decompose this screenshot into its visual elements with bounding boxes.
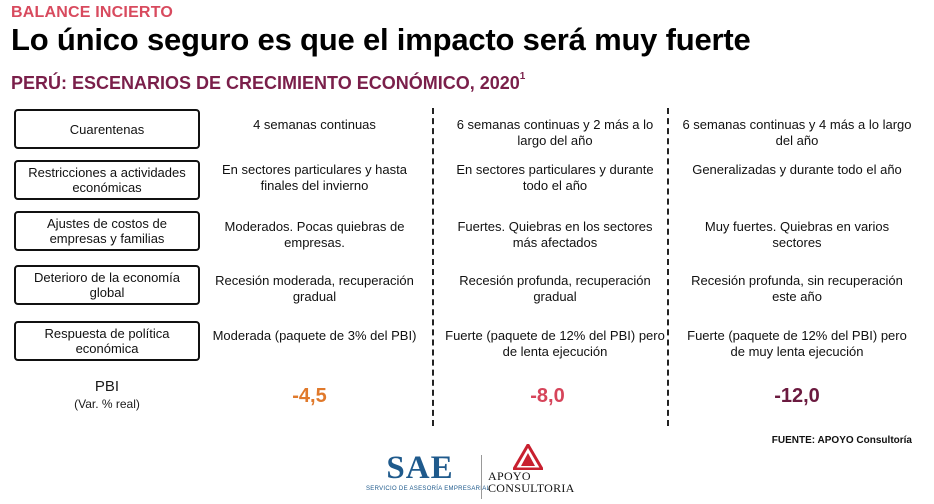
pbi-value-scenario-2: -8,0 [530, 385, 565, 407]
scenario-1-cell: 4 semanas continuas [253, 117, 376, 132]
row-label-ajustes: Ajustes de costos de empresas y familias [14, 211, 200, 251]
scenario-1-cell: Moderada (paquete de 3% del PBI) [212, 328, 417, 343]
logo-divider [481, 455, 482, 499]
scenario-1-cell: Moderados. Pocas quiebras de empresas. [224, 219, 405, 250]
pbi-sublabel: (Var. % real) [74, 397, 140, 411]
scenario-3-cell: 6 semanas continuas y 4 más a lo largo d… [682, 117, 912, 148]
scenario-3-cell: Muy fuertes. Quiebras en varios sectores [704, 219, 890, 250]
row-label-restricciones: Restricciones a actividades económicas [14, 160, 200, 200]
scenario-3-cell: Generalizadas y durante todo el año [692, 162, 902, 177]
scenario-divider [432, 108, 434, 426]
sae-logo: SAE SERVICIO DE ASESORÍA EMPRESARIAL [366, 450, 491, 493]
sae-wordmark: SAE [386, 450, 454, 486]
sae-tagline: SERVICIO DE ASESORÍA EMPRESARIAL [366, 486, 491, 492]
row-label-deterioro: Deterioro de la economía global [14, 265, 200, 305]
scenario-2-cell: Fuertes. Quiebras en los sectores más af… [457, 219, 653, 250]
scenario-1-cell: Recesión moderada, recuperación gradual [215, 273, 414, 304]
pbi-value-scenario-1: -4,5 [292, 385, 327, 407]
scenario-3-cell: Recesión profunda, sin recuperación este… [691, 273, 903, 304]
row-label-respuesta: Respuesta de política económica [14, 321, 200, 361]
apoyo-triangle-icon [513, 444, 543, 470]
section-kicker: BALANCE INCIERTO [11, 4, 174, 21]
scenario-2-cell: Fuerte (paquete de 12% del PBI) pero de … [445, 328, 665, 359]
subtitle-text: PERÚ: ESCENARIOS DE CRECIMIENTO ECONÓMIC… [11, 73, 520, 93]
apoyo-word-2: CONSULTORIA [488, 481, 575, 495]
scenario-3-cell: Fuerte (paquete de 12% del PBI) pero de … [687, 328, 907, 359]
scenario-1-cell: En sectores particulares y hasta finales… [222, 162, 407, 193]
page-headline: Lo único seguro es que el impacto será m… [11, 22, 751, 57]
apoyo-logo: APOYO CONSULTORIA [488, 444, 580, 494]
apoyo-word-1: APOYO [488, 469, 531, 483]
pbi-value-scenario-3: -12,0 [774, 385, 820, 407]
row-label-cuarentenas: Cuarentenas [14, 109, 200, 149]
footnote-marker: 1 [519, 71, 526, 82]
scenario-2-cell: En sectores particulares y durante todo … [456, 162, 654, 193]
source-note: FUENTE: APOYO Consultoría [771, 435, 912, 446]
chart-subtitle: PERÚ: ESCENARIOS DE CRECIMIENTO ECONÓMIC… [11, 71, 526, 94]
scenario-2-cell: 6 semanas continuas y 2 más a lo largo d… [456, 117, 654, 148]
scenario-divider [667, 108, 669, 426]
scenario-2-cell: Recesión profunda, recuperación gradual [459, 273, 651, 304]
pbi-label: PBI [94, 378, 120, 395]
